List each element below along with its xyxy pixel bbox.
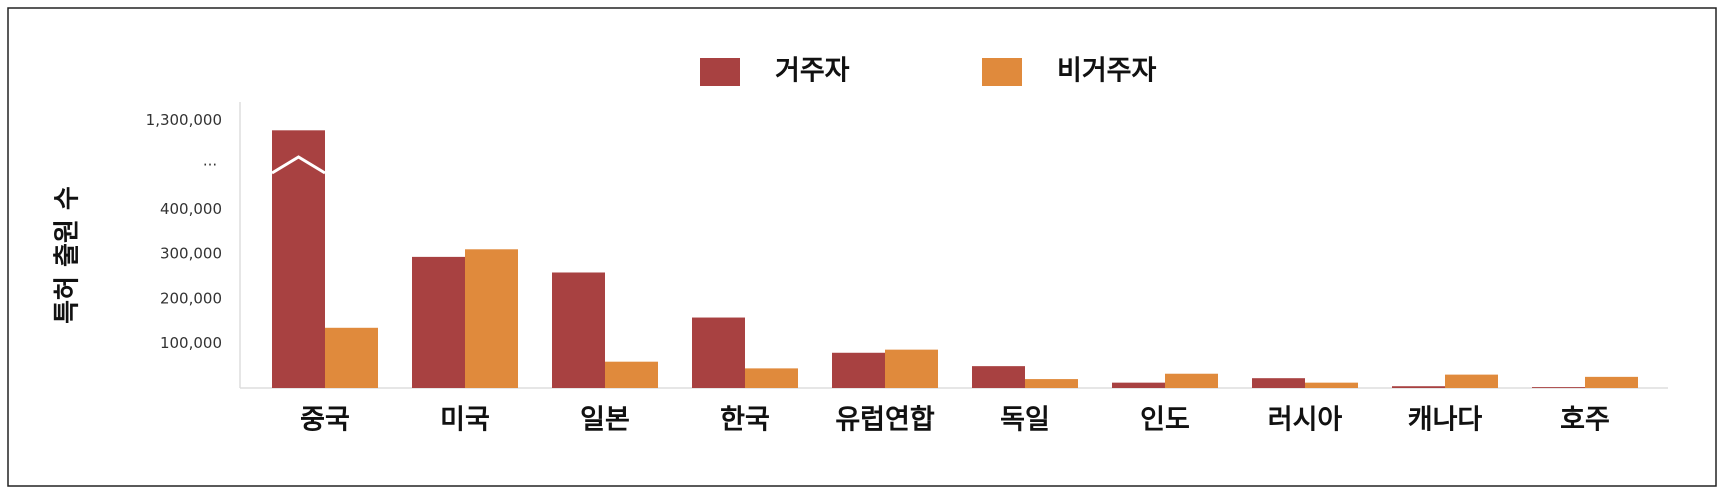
legend-swatch — [700, 58, 740, 86]
bar — [692, 317, 745, 388]
bar — [745, 368, 798, 388]
x-tick-label: 인도 — [1140, 405, 1190, 436]
frame — [7, 7, 1717, 487]
x-tick-label: 캐나다 — [1408, 405, 1483, 436]
bar — [325, 327, 378, 388]
bar — [1112, 382, 1165, 388]
bar — [412, 256, 465, 388]
bar — [552, 272, 605, 388]
x-tick-label: 한국 — [720, 405, 770, 436]
bar — [1445, 374, 1498, 388]
bar — [1252, 378, 1305, 388]
legend-label: 비거주자 — [1057, 56, 1157, 87]
bar — [972, 366, 1025, 388]
x-tick-label: 독일 — [1000, 405, 1050, 436]
bar — [1305, 382, 1358, 388]
x-tick-label: 유럽연합 — [835, 405, 935, 436]
bar — [605, 361, 658, 388]
x-tick-label: 호주 — [1560, 405, 1610, 436]
y-tick-label: 1,300,000 — [146, 111, 222, 129]
bar — [465, 249, 518, 388]
y-tick-label: 300,000 — [160, 245, 222, 263]
y-tick-label: 400,000 — [160, 200, 222, 218]
bar — [272, 130, 325, 389]
axis-break-label: ... — [203, 152, 217, 170]
legend-swatch — [982, 58, 1022, 86]
x-tick-label: 미국 — [440, 405, 490, 436]
bar — [832, 352, 885, 388]
bar — [885, 349, 938, 388]
break-mark — [271, 155, 326, 175]
x-tick-label: 일본 — [580, 405, 630, 436]
bar — [1165, 373, 1218, 388]
bar — [1392, 386, 1445, 388]
legend-label: 거주자 — [775, 56, 850, 87]
y-tick-label: 200,000 — [160, 289, 222, 307]
y-axis-label: 특허 출원 수 — [53, 186, 83, 324]
y-tick-label: 100,000 — [160, 334, 222, 352]
bar — [1532, 387, 1585, 388]
bar — [1585, 376, 1638, 388]
bar — [1025, 379, 1078, 388]
x-tick-label: 중국 — [300, 405, 350, 436]
x-tick-label: 러시아 — [1268, 405, 1343, 436]
